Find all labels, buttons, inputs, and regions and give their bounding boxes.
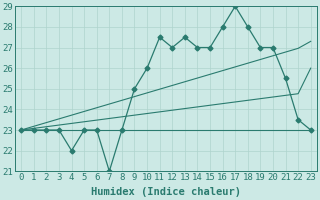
X-axis label: Humidex (Indice chaleur): Humidex (Indice chaleur)	[91, 187, 241, 197]
